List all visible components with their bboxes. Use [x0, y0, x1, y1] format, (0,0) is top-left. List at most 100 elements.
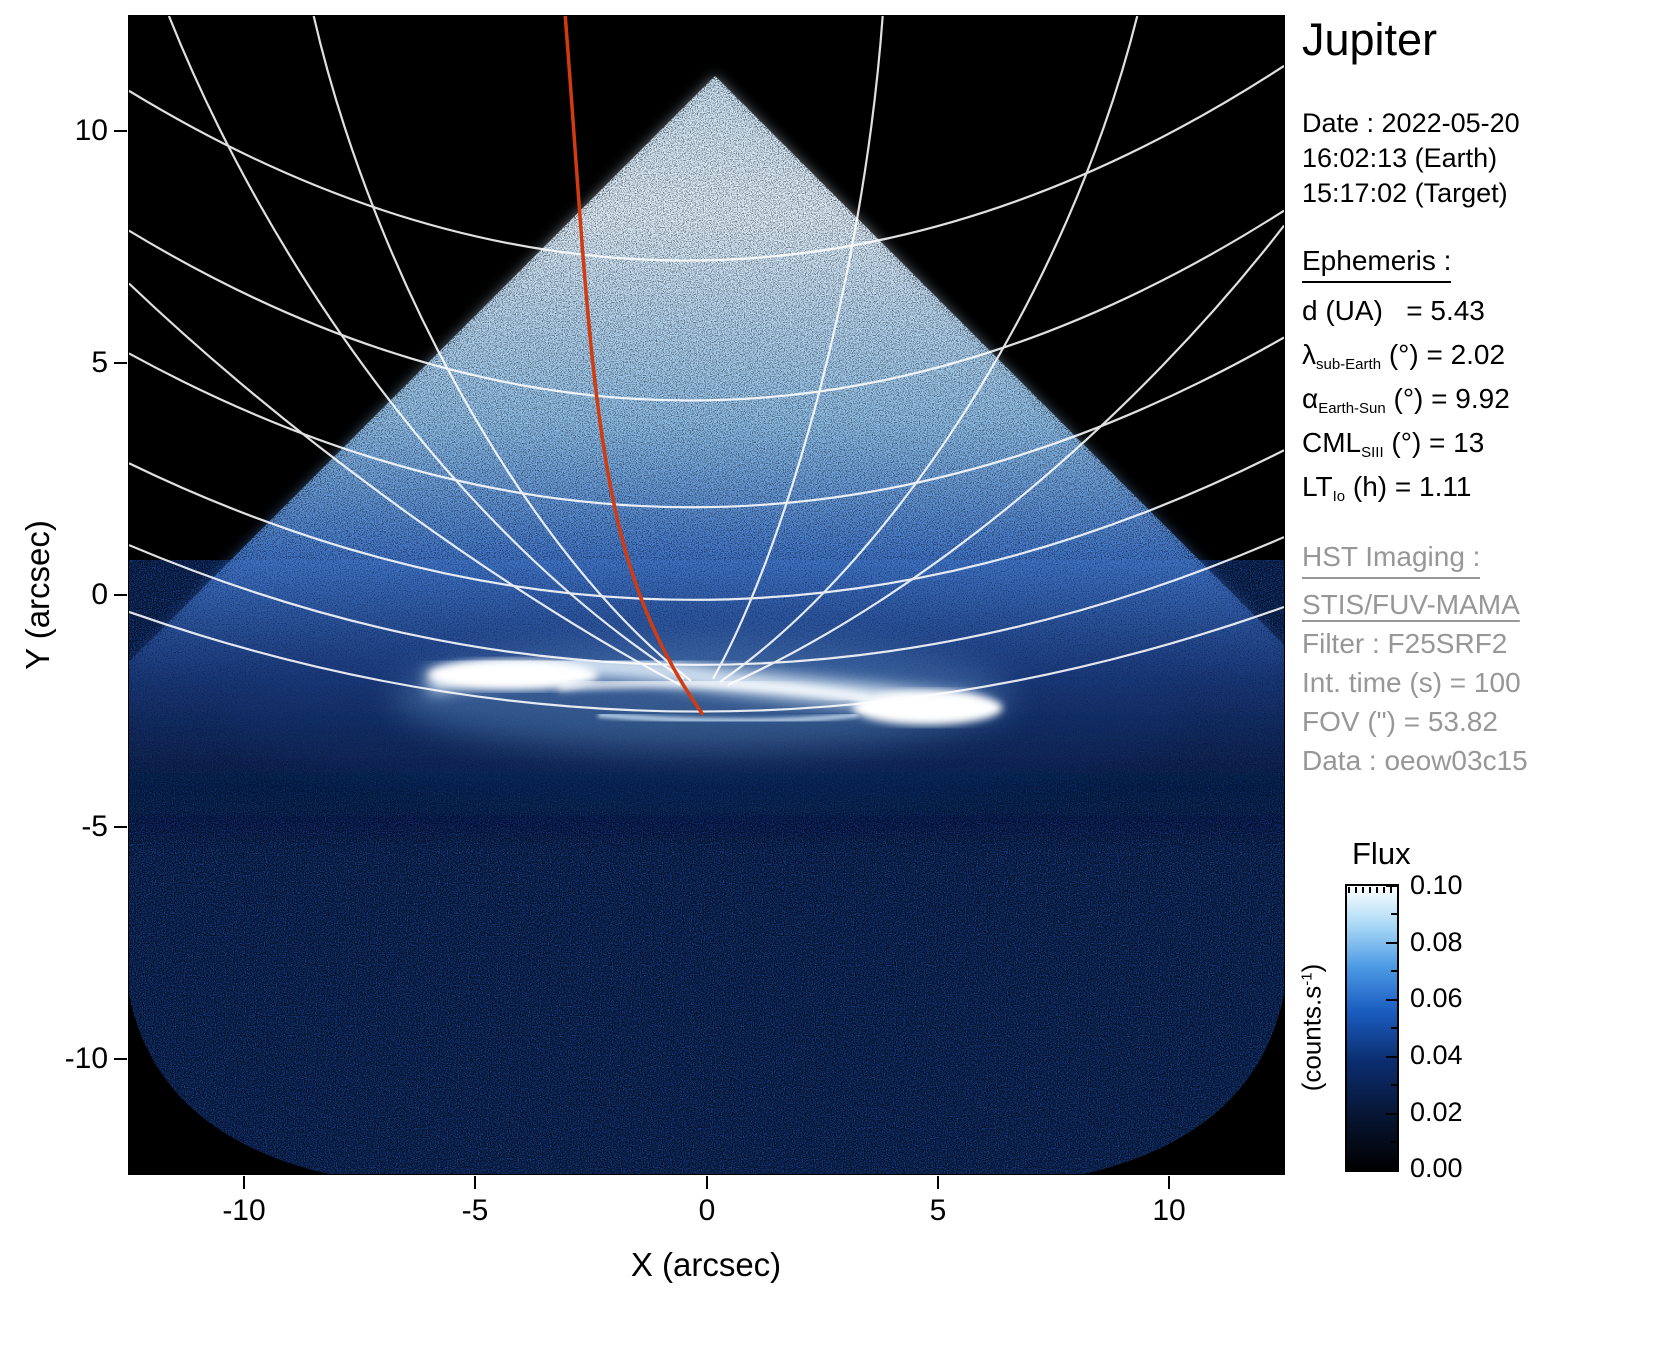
colorbar-minor-tick: [1391, 970, 1397, 972]
observation-times: Date : 2022-05-20 16:02:13 (Earth) 15:17…: [1302, 106, 1674, 211]
eph-value: (°) = 9.92: [1385, 383, 1510, 414]
y-tick-label: 0: [91, 578, 108, 611]
y-tick-mark: [114, 594, 127, 596]
ephemeris-row-distance: d (UA) = 5.43: [1302, 291, 1674, 335]
planet-grid-parallel: [129, 449, 1284, 601]
y-tick-label: -5: [81, 810, 108, 843]
planet-grid-meridian: [129, 282, 681, 686]
unit-pre: (counts.s: [1296, 985, 1327, 1092]
colorbar-unit-label: (counts.s-1): [1297, 922, 1328, 1134]
colorbar-tick-mark: [1386, 1113, 1397, 1115]
colorbar-tick-label: 0.08: [1410, 927, 1463, 957]
obs-date: Date : 2022-05-20: [1302, 108, 1520, 138]
unit-post: ): [1296, 963, 1327, 973]
colorbar-top-minor-ticks: [1348, 887, 1396, 893]
planet-grid-parallel: [129, 209, 1284, 402]
colorbar-title: Flux: [1352, 836, 1411, 871]
cml-line: [563, 16, 705, 716]
planet-grid-meridian: [727, 224, 1284, 686]
eph-symbol: LT: [1302, 471, 1333, 502]
ephemeris-row-lt-io: LTIo (h) = 1.11: [1302, 467, 1674, 511]
x-tick-mark: [706, 1176, 708, 1189]
hst-imaging-block: HST Imaging : STIS/FUV-MAMA Filter : F25…: [1302, 541, 1674, 780]
x-tick-mark: [474, 1176, 476, 1189]
colorbar-tick-label: 0.04: [1410, 1040, 1463, 1070]
colorbar-minor-tick: [1391, 1084, 1397, 1086]
planet-grid-parallel: [129, 536, 1284, 666]
x-tick-mark: [243, 1176, 245, 1189]
ephemeris-heading: Ephemeris :: [1302, 245, 1452, 283]
target-title: Jupiter: [1302, 14, 1438, 65]
ephemeris-table: d (UA) = 5.43 λsub-Earth (°) = 2.02 αEar…: [1302, 291, 1674, 511]
eph-subscript: Io: [1332, 488, 1346, 505]
eph-subscript: sub-Earth: [1316, 356, 1382, 373]
eph-subscript: SIII: [1361, 444, 1384, 461]
colorbar-minor-tick: [1391, 1027, 1397, 1029]
obs-time-target: 15:17:02 (Target): [1302, 178, 1508, 208]
colorbar-tick-mark: [1386, 942, 1397, 944]
eph-symbol: d (UA): [1302, 295, 1383, 326]
planet-grid-parallel: [129, 605, 1284, 713]
eph-value: (h) = 1.11: [1345, 471, 1472, 502]
planet-grid-meridian: [712, 16, 884, 680]
x-tick-label: -10: [222, 1194, 266, 1227]
colorbar-tick-mark: [1386, 885, 1397, 887]
hst-fov: FOV (") = 53.82: [1302, 706, 1498, 737]
x-tick-label: 10: [1152, 1194, 1186, 1227]
hst-int-time: Int. time (s) = 100: [1302, 667, 1521, 698]
colorbar-tick-mark: [1386, 1056, 1397, 1058]
fov-noise-speckle: [129, 75, 1284, 845]
colorbar-minor-tick: [1391, 1141, 1397, 1143]
colorbar-tick-mark: [1386, 1168, 1397, 1170]
info-panel: Jupiter Date : 2022-05-20 16:02:13 (Eart…: [1302, 14, 1674, 780]
aurora-core-mid: [558, 679, 869, 703]
ephemeris-row-lambda: λsub-Earth (°) = 2.02: [1302, 335, 1674, 379]
hst-heading: HST Imaging :: [1302, 541, 1481, 579]
eph-symbol: α: [1302, 383, 1319, 414]
y-tick-mark: [114, 130, 127, 132]
sky-image: [128, 15, 1285, 1175]
unit-superscript: -1: [1298, 972, 1316, 986]
ephemeris-row-alpha: αEarth-Sun (°) = 9.92: [1302, 379, 1674, 423]
obs-time-earth: 16:02:13 (Earth): [1302, 143, 1498, 173]
eph-value: (°) = 2.02: [1381, 339, 1506, 370]
colorbar-tick-label: 0.00: [1410, 1153, 1463, 1183]
y-tick-label: 5: [91, 346, 108, 379]
y-tick-mark: [114, 1058, 127, 1060]
hst-instrument: STIS/FUV-MAMA: [1302, 589, 1520, 620]
aurora-core-left: [428, 659, 599, 690]
colorbar-minor-tick: [1391, 913, 1397, 915]
ephemeris-row-cml: CMLSIII (°) = 13: [1302, 423, 1674, 467]
colorbar: [1345, 884, 1399, 1172]
hst-filter: Filter : F25SRF2: [1302, 628, 1508, 659]
x-tick-mark: [1168, 1176, 1170, 1189]
y-tick-mark: [114, 826, 127, 828]
planet-grid-parallel: [129, 64, 1284, 262]
vignette-corner-right: [1084, 994, 1284, 1174]
colorbar-tick-label: 0.10: [1410, 870, 1463, 900]
eph-symbol: CML: [1302, 427, 1362, 458]
x-tick-label: -5: [461, 1194, 489, 1227]
planet-grid-meridian: [167, 16, 685, 680]
y-tick-label: -10: [64, 1042, 108, 1075]
x-tick-mark: [937, 1176, 939, 1189]
colorbar-tick-mark: [1386, 999, 1397, 1001]
x-tick-label: 0: [698, 1194, 716, 1227]
y-axis-title: Y (arcsec): [19, 520, 56, 670]
planet-grid-meridian: [312, 16, 692, 682]
hst-data-id: Data : oeow03c15: [1302, 745, 1528, 776]
x-axis-title: X (arcsec): [630, 1246, 782, 1283]
vignette-corner-left: [129, 994, 329, 1174]
planet-grid-meridian: [719, 16, 1139, 683]
eph-value: = 5.43: [1382, 295, 1485, 326]
colorbar-tick-label: 0.02: [1410, 1097, 1463, 1127]
eph-symbol: λ: [1302, 339, 1316, 370]
x-tick-label: 5: [929, 1194, 947, 1227]
eph-value: (°) = 13: [1383, 427, 1485, 458]
planet-grid: [129, 16, 1284, 713]
eph-subscript: Earth-Sun: [1318, 400, 1386, 417]
aurora-sub-arc: [597, 712, 859, 724]
colorbar-tick-label: 0.06: [1410, 983, 1463, 1013]
y-tick-label: 10: [74, 114, 108, 147]
